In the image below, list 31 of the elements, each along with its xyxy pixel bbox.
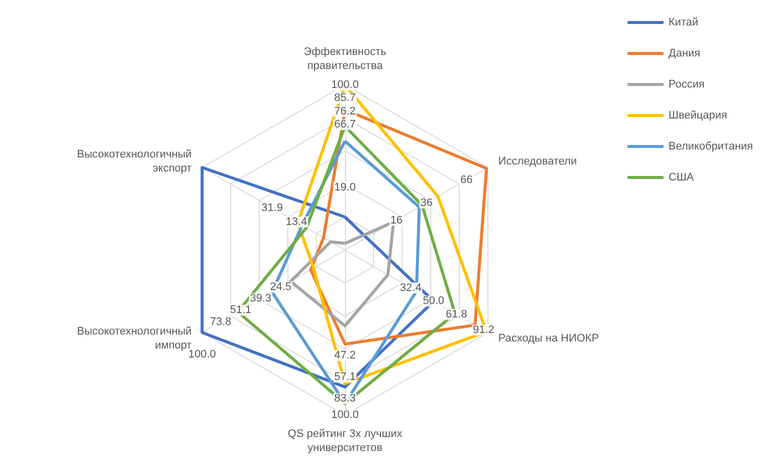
text: 57.1 [334, 371, 356, 384]
legend-label: Великобритания [668, 140, 754, 152]
legend-label: Дания [668, 48, 700, 60]
text: 16 [390, 214, 403, 226]
text: 51.1 [230, 304, 252, 316]
text: 73.8 [210, 316, 232, 328]
text: 32.4 [400, 282, 422, 294]
spoke-label: Расходы на НИОКР [498, 332, 599, 344]
legend-label: Швейцария [668, 110, 728, 122]
text: 19.0 [334, 181, 356, 194]
legend-label: Россия [668, 78, 705, 90]
spoke-label: Исследователи [498, 156, 577, 168]
text: 83.3 [334, 392, 356, 404]
text: 91.2 [472, 324, 494, 336]
text: 24.5 [270, 281, 292, 294]
spoke-label: Высокотехнологичный экспорт [76, 148, 192, 174]
text: 36 [420, 196, 433, 209]
legend-label: Китай [668, 16, 698, 28]
text: 100.0 [331, 409, 359, 421]
text: 66.7 [334, 118, 356, 131]
spoke-label: QS рейтинг 3х лучших университетов [288, 428, 403, 454]
legend-label: США [668, 172, 695, 184]
text: 85.7 [334, 92, 356, 104]
text: 76.2 [334, 105, 356, 118]
text: 100.0 [188, 348, 216, 360]
text: 47.2 [334, 350, 356, 362]
text: 66 [460, 174, 473, 186]
spoke-label: Эффективность правительства [304, 46, 387, 72]
text: 39.3 [250, 292, 272, 305]
spoke-label: Высокотехнологичный импорт [76, 326, 192, 352]
text: 31.9 [261, 202, 283, 214]
